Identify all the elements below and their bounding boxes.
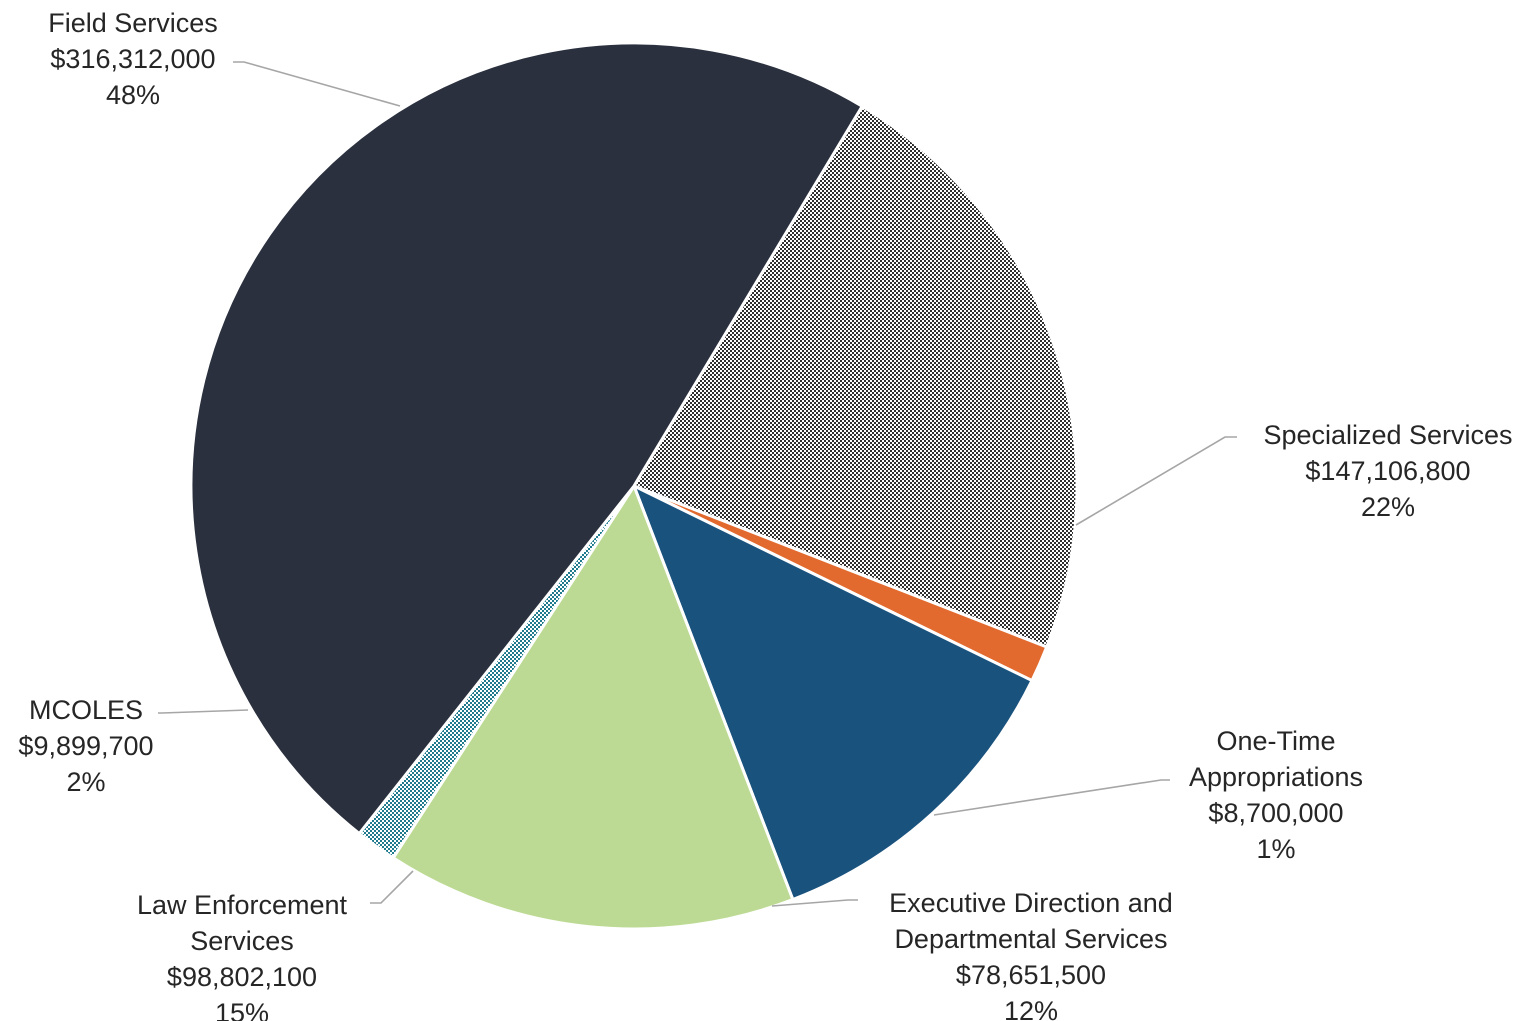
leader-line [1075,436,1237,526]
pie-slice [632,484,1034,902]
slice-label-name: Field Services [48,8,218,38]
leader-line [771,899,858,907]
slice-label-name: Departmental Services [894,924,1167,954]
slice-label: MCOLES $9,899,700 2% [18,695,153,797]
pie-slice [189,41,864,836]
slice-label-name: Specialized Services [1263,420,1512,450]
slice-label: One-Time Appropriations $8,700,000 1% [1189,726,1363,864]
slice-label-name: Appropriations [1189,762,1363,792]
slice-label-percent: 2% [66,767,105,797]
pie-slice [391,484,795,931]
slice-label-amount: $316,312,000 [50,44,215,74]
slice-label-amount: $98,802,100 [167,962,317,992]
slice-label-name: MCOLES [29,695,143,725]
slice-label: Specialized Services $147,106,800 22% [1263,420,1512,522]
slice-label-amount: $9,899,700 [18,731,153,761]
slice-label-name: Services [190,926,294,956]
pie-slice [632,104,1079,649]
slice-label-percent: 15% [215,998,269,1021]
slice-label-percent: 1% [1256,834,1295,864]
slice-label: Field Services $316,312,000 48% [48,8,218,110]
leader-lines [158,61,1237,907]
slice-label-percent: 48% [106,80,160,110]
leader-line [370,870,414,904]
slice-label-name: One-Time [1216,726,1335,756]
pie-slices [189,41,1079,931]
slice-labels: Specialized Services $147,106,800 22% One-T… [18,8,1512,1021]
slice-label: Law Enforcement Services $98,802,100 15% [137,890,348,1021]
slice-label: Executive Direction and Departmental Serv… [889,888,1173,1021]
slice-label-name: Law Enforcement [137,890,348,920]
leader-line [158,709,249,714]
slice-label-percent: 12% [1004,996,1058,1021]
leader-line [233,61,401,107]
slice-label-amount: $78,651,500 [956,960,1106,990]
slice-label-percent: 22% [1361,492,1415,522]
slice-label-amount: $8,700,000 [1208,798,1343,828]
slice-label-amount: $147,106,800 [1305,456,1470,486]
slice-label-name: Executive Direction and [889,888,1173,918]
leader-line [933,779,1170,816]
